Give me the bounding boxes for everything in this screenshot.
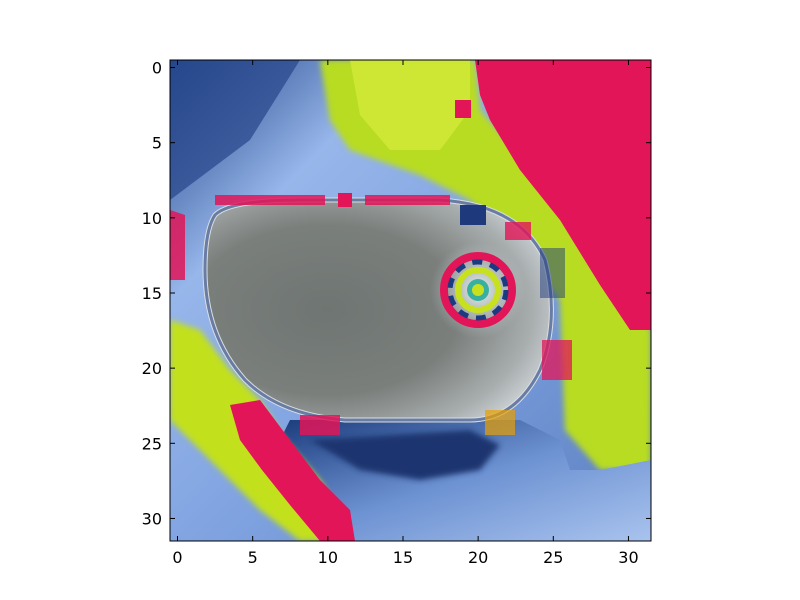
x-tick-label: 5 xyxy=(248,548,258,567)
x-axis: 0 5 10 15 20 25 30 xyxy=(172,60,639,567)
x-tick-label: 10 xyxy=(318,548,338,567)
x-tick-label: 20 xyxy=(468,548,488,567)
y-tick-label: 5 xyxy=(152,134,162,153)
y-tick-label: 0 xyxy=(152,59,162,78)
image-content xyxy=(170,60,651,541)
y-axis: 0 5 10 15 20 25 30 xyxy=(142,59,651,528)
plot-frame xyxy=(169,59,652,542)
x-tick-label: 25 xyxy=(543,548,563,567)
y-tick-label: 10 xyxy=(142,209,162,228)
x-tick-label: 15 xyxy=(393,548,413,567)
y-tick-label: 20 xyxy=(142,359,162,378)
y-tick-label: 30 xyxy=(142,509,162,528)
x-tick-label: 30 xyxy=(618,548,638,567)
y-tick-label: 25 xyxy=(142,434,162,453)
y-tick-label: 15 xyxy=(142,284,162,303)
x-tick-label: 0 xyxy=(172,548,182,567)
